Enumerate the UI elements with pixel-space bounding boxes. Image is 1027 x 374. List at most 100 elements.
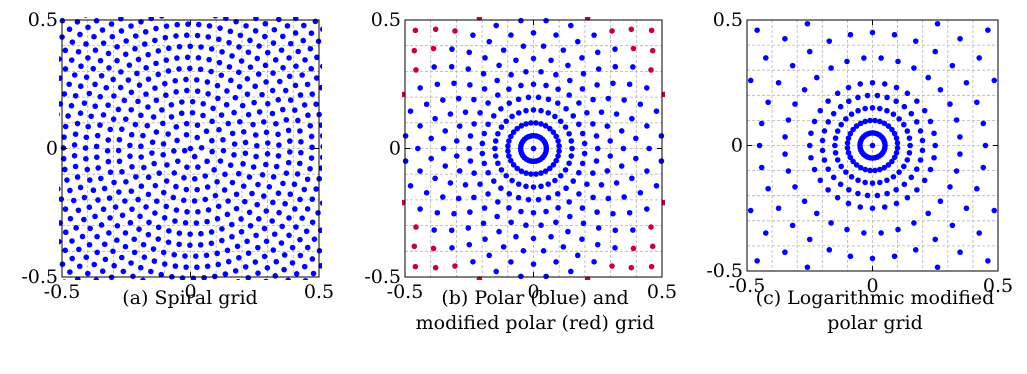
data-point [163, 23, 170, 29]
data-point [520, 248, 527, 254]
data-point [264, 140, 271, 146]
data-point [90, 187, 97, 194]
data-point [62, 247, 69, 254]
data-point [256, 216, 262, 222]
data-point [530, 107, 537, 113]
data-point [553, 259, 559, 265]
data-point [59, 56, 62, 62]
data-point [174, 137, 180, 144]
data-point [253, 153, 259, 160]
data-point [543, 82, 549, 89]
data-point [633, 155, 639, 162]
data-point [580, 220, 587, 227]
data-point [62, 279, 67, 280]
data-point [118, 254, 125, 261]
data-point [69, 255, 76, 262]
data-point [462, 182, 469, 188]
data-point [183, 186, 190, 193]
data-point [101, 185, 108, 192]
data-point [128, 188, 135, 194]
data-point [117, 84, 124, 91]
data-point [247, 64, 254, 70]
data-point [269, 218, 276, 224]
data-point [194, 134, 201, 141]
data-point [67, 215, 74, 222]
data-point [122, 243, 129, 250]
data-point [508, 71, 514, 78]
data-point [648, 224, 654, 230]
data-point [889, 126, 895, 133]
data-point [430, 245, 437, 252]
data-point [579, 130, 586, 137]
data-point [855, 107, 861, 114]
data-point [434, 81, 441, 88]
x-tick-label: 0.5 [304, 281, 334, 303]
data-point [432, 264, 439, 271]
x-tick-label: -0.5 [729, 275, 766, 297]
data-point [934, 20, 941, 27]
data-point [562, 167, 569, 173]
data-point [116, 189, 122, 195]
data-point [303, 228, 310, 235]
data-point [176, 230, 183, 236]
data-point [417, 168, 423, 174]
data-point [451, 210, 457, 217]
data-point [194, 122, 201, 128]
data-point [106, 65, 112, 71]
data-point [535, 94, 542, 101]
data-point [847, 130, 854, 137]
data-point [610, 210, 616, 217]
data-point [198, 44, 204, 50]
data-point [985, 27, 991, 33]
data-point [255, 181, 261, 188]
data-point [152, 37, 158, 44]
data-point [195, 55, 202, 61]
data-point [554, 100, 561, 106]
data-point [208, 68, 214, 75]
data-point [825, 98, 831, 104]
data-point [957, 249, 963, 256]
data-point [66, 81, 72, 88]
data-point [658, 133, 665, 139]
data-point [467, 209, 473, 215]
data-point [844, 145, 851, 151]
data-point [862, 179, 868, 186]
data-point [79, 233, 86, 240]
data-point [862, 105, 868, 112]
data-point [72, 92, 79, 99]
data-point [621, 97, 627, 103]
data-point [885, 162, 892, 168]
data-point [77, 184, 84, 191]
data-point [83, 17, 88, 18]
data-point [160, 249, 167, 256]
data-point [556, 148, 562, 154]
data-point [228, 77, 234, 84]
data-point [119, 212, 126, 219]
data-point [846, 98, 852, 105]
data-point [412, 27, 419, 34]
data-point [506, 86, 512, 92]
data-point [556, 143, 562, 149]
data-point [309, 144, 315, 151]
data-point [205, 34, 212, 40]
data-point [874, 192, 881, 199]
data-point [232, 94, 239, 101]
data-point [550, 162, 557, 168]
data-point [235, 170, 242, 177]
data-point [240, 129, 247, 135]
data-point [785, 117, 792, 123]
data-point [270, 40, 277, 46]
data-point [99, 27, 106, 33]
data-point [69, 39, 76, 45]
data-point [128, 131, 135, 138]
data-point [545, 110, 552, 116]
data-point [229, 130, 236, 137]
data-point [609, 263, 615, 269]
data-point [838, 121, 844, 128]
data-point [413, 67, 419, 73]
data-point [263, 278, 269, 280]
data-point [432, 175, 438, 182]
data-point [116, 136, 123, 143]
data-point [293, 224, 299, 230]
data-point [168, 114, 175, 120]
